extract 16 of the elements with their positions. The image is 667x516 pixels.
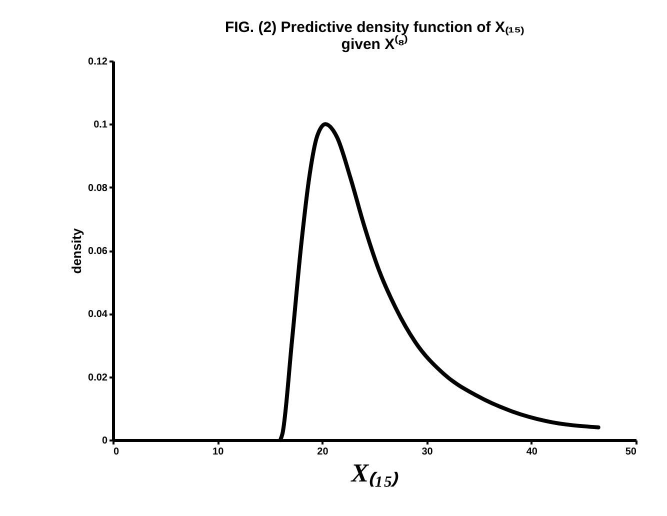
x-tick-label: 0 xyxy=(114,446,120,458)
x-tick-label: 50 xyxy=(625,446,637,458)
y-tick-label: 0 xyxy=(102,436,108,446)
y-tick-label: 0.04 xyxy=(88,309,108,320)
y-tick-label: 0.08 xyxy=(88,182,108,194)
x-axis-title: X₍₁₅₎ xyxy=(350,458,399,488)
x-tick-label: 20 xyxy=(317,446,329,458)
x-tick-label: 40 xyxy=(526,446,538,458)
y-tick-label: 0.1 xyxy=(94,120,108,131)
x-tick-label: 10 xyxy=(212,446,224,458)
x-tick-label: 30 xyxy=(422,446,434,458)
y-tick-label: 0.12 xyxy=(88,56,108,68)
chart-title: FIG. (2) Predictive density function of X₍₁₅₎ given X⁽⁸⁾ xyxy=(224,19,524,53)
y-axis-title: density xyxy=(69,227,84,274)
y-tick-label: 0.02 xyxy=(88,372,108,384)
y-tick-label: 0.06 xyxy=(88,246,108,257)
